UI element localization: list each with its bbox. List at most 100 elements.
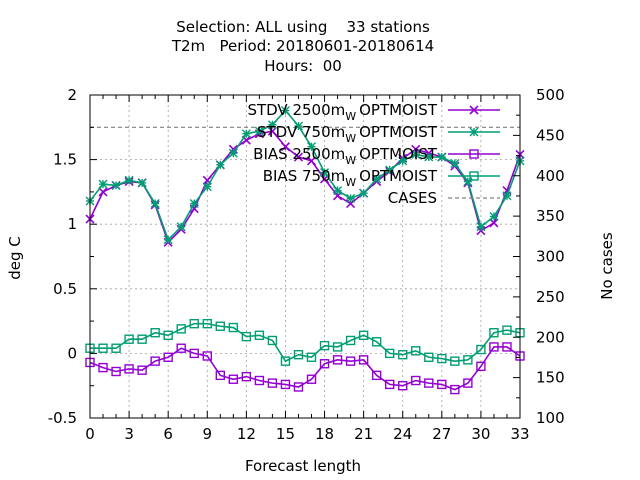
- y-tick-label: 2: [67, 86, 77, 104]
- data-point: [450, 384, 460, 395]
- data-point: [267, 335, 278, 346]
- data-point: [437, 152, 447, 162]
- data-point: [502, 325, 512, 335]
- marker-stroke: [293, 152, 304, 162]
- data-point: [189, 348, 199, 359]
- data-point: [241, 371, 252, 382]
- data-point: [489, 328, 499, 338]
- legend-entry-1: STDV 750mW OPTMOIST: [257, 123, 500, 145]
- series-2: [85, 342, 525, 395]
- legend-suffix: OPTMOIST: [359, 101, 438, 119]
- data-point: [398, 349, 408, 360]
- data-point: [307, 142, 317, 152]
- x-tick-label: 9: [202, 425, 212, 443]
- data-point: [424, 378, 434, 388]
- data-point: [228, 148, 238, 158]
- title-line-3: Hours: 00: [264, 57, 342, 75]
- data-point: [371, 337, 382, 347]
- data-point: [111, 180, 121, 190]
- data-point: [398, 381, 408, 391]
- data-point: [228, 322, 239, 333]
- data-point: [150, 199, 160, 209]
- legend-label: BIAS 2500mW OPTMOIST: [253, 145, 438, 167]
- y2-tick-label: 350: [536, 207, 565, 225]
- data-point: [280, 379, 291, 390]
- data-point: [189, 318, 199, 329]
- data-point: [176, 222, 186, 232]
- data-point: [476, 222, 486, 232]
- data-point: [150, 328, 160, 338]
- legend-subscript: W: [345, 154, 356, 167]
- legend-sample-marker: [469, 127, 479, 137]
- data-point: [319, 340, 330, 351]
- data-point: [111, 366, 121, 377]
- y-tick-label: -0.5: [48, 409, 77, 427]
- data-point: [202, 182, 212, 192]
- y-axis-label: deg C: [6, 236, 24, 280]
- data-point: [502, 342, 512, 352]
- legend-label: STDV 2500mW OPTMOIST: [247, 101, 437, 123]
- y2-tick-label: 400: [536, 167, 565, 185]
- chart-title: Selection: ALL using 33 stations T2m Per…: [171, 18, 434, 75]
- data-point: [111, 343, 121, 353]
- data-point: [241, 129, 251, 139]
- data-point: [163, 352, 173, 362]
- data-point: [333, 186, 343, 196]
- data-point: [385, 165, 395, 175]
- marker-stroke: [98, 187, 108, 197]
- y-tick-label: 1.5: [53, 151, 77, 169]
- data-point: [332, 355, 343, 365]
- data-point: [254, 375, 265, 386]
- series-1: [85, 106, 525, 245]
- data-point: [254, 330, 265, 341]
- data-point: [163, 235, 173, 245]
- data-point: [202, 318, 212, 329]
- marker-stroke: [241, 135, 251, 145]
- data-point: [463, 355, 473, 365]
- x-tick-label: 3: [124, 425, 134, 443]
- legend-suffix: OPTMOIST: [359, 123, 438, 141]
- legend-name: BIAS 2500m: [253, 145, 345, 163]
- title-line-2: T2m Period: 20180601-20180614: [171, 37, 434, 55]
- data-point: [332, 342, 343, 352]
- y2-tick-label: 100: [536, 409, 565, 427]
- data-point: [137, 334, 147, 344]
- data-point: [476, 361, 486, 372]
- data-point: [124, 175, 134, 185]
- data-point: [280, 356, 291, 366]
- legend-entry-0: STDV 2500mW OPTMOIST: [247, 101, 500, 123]
- legend-name: STDV 2500m: [247, 101, 345, 119]
- data-point: [358, 355, 369, 365]
- marker-stroke: [489, 218, 499, 228]
- data-point: [254, 126, 264, 136]
- legend-sample-marker: [469, 149, 479, 159]
- data-point: [215, 160, 225, 170]
- legend-sample-marker: [469, 105, 479, 115]
- y2-tick-label: 150: [536, 369, 565, 387]
- title-line-1: Selection: ALL using 33 stations: [176, 18, 430, 36]
- y2-axis-label: No cases: [598, 232, 616, 300]
- data-point: [280, 142, 291, 152]
- legend-subscript: W: [345, 110, 356, 123]
- data-point: [163, 330, 173, 341]
- data-point: [411, 375, 421, 386]
- data-point: [124, 334, 134, 344]
- x-axis-label: Forecast length: [245, 457, 361, 475]
- legend-name: STDV 750m: [257, 123, 345, 141]
- data-point: [293, 382, 304, 392]
- data-point: [176, 324, 186, 334]
- data-point: [502, 191, 512, 201]
- data-point: [371, 370, 382, 381]
- data-point: [98, 187, 108, 197]
- data-point: [450, 356, 460, 366]
- data-point: [437, 353, 447, 364]
- data-point: [489, 342, 499, 352]
- data-point: [293, 152, 304, 162]
- data-point: [384, 348, 395, 359]
- x-tick-label: 33: [510, 425, 529, 443]
- data-point: [489, 218, 499, 228]
- data-point: [345, 335, 356, 346]
- data-point: [98, 179, 108, 189]
- data-point: [137, 365, 147, 375]
- legend-label: BIAS 750mW OPTMOIST: [263, 167, 438, 189]
